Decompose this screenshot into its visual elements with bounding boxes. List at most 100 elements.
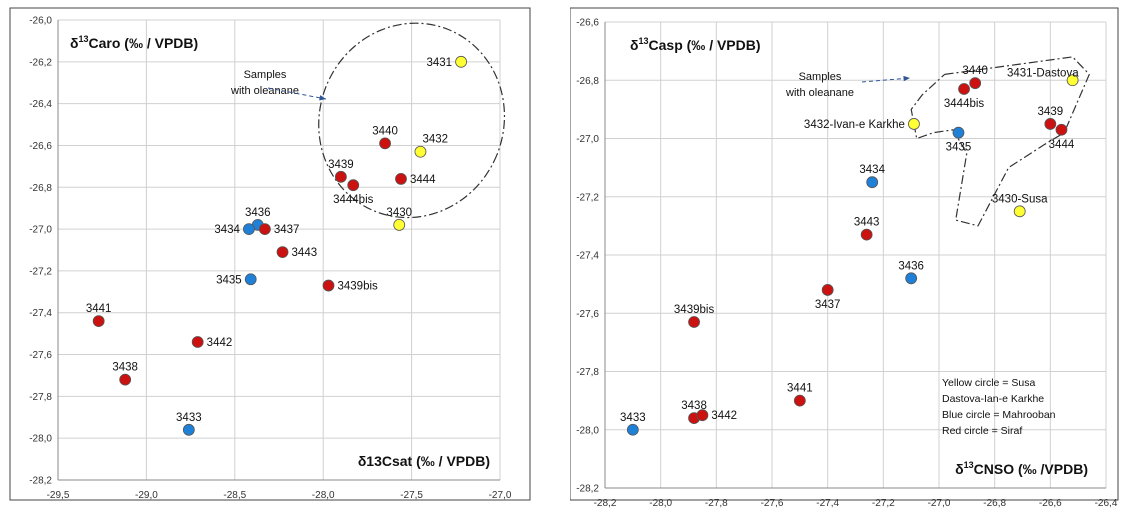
data-point-label: 3440 [962,65,988,77]
data-point-label: 3434 [214,224,240,236]
x-tick-label: -28,0 [649,498,672,509]
data-point-label: 3432-Ivan-e Karkhe [804,119,905,131]
legend-line: Yellow circle = Susa [942,377,1035,389]
x-tick-label: -28,5 [223,490,246,501]
y-tick-label: -27,8 [29,392,52,403]
data-point [92,315,105,327]
data-point-label: 3431 [427,57,453,69]
annotation-arrowhead [319,95,326,101]
oleanane-annotation-line: Samples [799,71,842,83]
annotation-arrowhead [903,75,910,82]
data-point-label: 3443 [854,217,880,229]
x-tick-label: -27,4 [816,498,839,509]
data-point-label: 3439bis [338,281,379,293]
data-point-label: 3433 [620,412,646,424]
y-axis-title-sup: 13 [79,34,89,44]
data-point [395,173,407,185]
y-tick-label: -26,0 [29,16,52,27]
y-tick-label: -27,6 [29,350,52,361]
data-point-label: 3437 [815,299,841,311]
data-point-label: 3439 [1038,106,1064,118]
data-point-label: 3433 [176,412,202,424]
x-tick-label: -26,8 [983,498,1006,509]
y-tick-label: -26,6 [576,18,599,29]
legend-line: Dastova-Ian-e Karkhe [942,393,1044,405]
x-tick-label: -28,2 [594,498,617,509]
data-point-label: 3442 [207,337,233,349]
y-tick-label: -26,4 [29,99,52,110]
y-tick-label: -27,4 [29,308,52,319]
data-point [626,423,639,436]
y-tick-label: -27,0 [29,225,52,236]
y-axis-title-post: Casp (‰ / VPDB) [649,37,761,53]
data-point-label: 3430-Susa [992,193,1048,205]
x-tick-label: -27,0 [928,498,951,509]
right-chart: -26,6 -26,8 -27,0 -27,2 -27,4 -27,6 -27,8 -28,0… [569,0,1122,509]
data-point-label: 3436 [245,207,271,219]
x-axis-title: δ13Csat (‰ / VPDB) [358,453,490,469]
data-point [243,223,255,235]
data-point-label: 3434 [859,164,885,176]
data-point [258,223,271,235]
annotation-arrow [267,87,327,100]
data-point [860,228,873,241]
data-point [393,219,406,231]
data-point-label: 3444 [410,174,436,186]
data-point-label: 3438 [681,400,707,412]
x-tick-label: -26,6 [1039,498,1062,509]
data-point-label: 3441 [86,303,112,315]
data-point [322,279,335,292]
data-point-label: 3440 [372,125,398,137]
annotation-arrow [861,77,911,83]
data-point [191,336,204,348]
x-tick-label: -27,8 [705,498,728,509]
y-tick-label: -27,6 [576,309,599,320]
x-tick-label: -28,0 [312,490,335,501]
left-chart-svg: -26,0 -26,2 -26,4 -26,6 -26,8 -27,0 -27,2 -27,4… [9,7,531,501]
x-axis-title-sup: 13 [964,460,974,470]
data-point-label: 3444 [1049,139,1075,151]
y-tick-label: -26,6 [29,141,52,152]
data-point-label: 3431-Dastova [1007,67,1079,79]
left-chart: -26,0 -26,2 -26,4 -26,6 -26,8 -27,0 -27,2 -27,4… [0,0,545,509]
data-point [866,176,879,189]
x-tick-label: -27,5 [400,490,423,501]
oleanane-annotation-line: Samples [244,69,287,81]
oleanane-annotation-line: with oleanane [785,87,854,99]
data-point [688,316,700,328]
right-chart-svg: -26,6 -26,8 -27,0 -27,2 -27,4 -27,6 -27,8 -28,0… [569,7,1119,509]
data-point-label: 3439 [328,159,354,171]
data-point [347,179,360,192]
y-axis-title: δ13Caro (‰ / VPDB) [70,34,198,51]
legend-line: Red circle = Siraf [942,425,1022,437]
y-tick-label: -27,0 [576,134,599,145]
data-point [455,55,468,68]
data-point [1013,205,1026,218]
data-point-label: 3442 [711,410,737,422]
legend-line: Blue circle = Mahrooban [942,409,1056,421]
y-tick-label: -28,2 [576,484,599,495]
x-tick-label: -26,4 [1095,498,1118,509]
x-tick-label: -27,6 [761,498,784,509]
data-point [119,373,132,386]
x-axis-title: δ13CNSO (‰ /VPDB) [955,460,1088,477]
y-tick-label: -26,8 [576,76,599,87]
data-point [793,394,806,407]
y-tick-label: -28,2 [29,476,52,487]
y-axis-title-pre: δ [70,35,79,51]
chart-frame [569,7,1119,501]
data-point [1066,74,1079,87]
y-tick-label: -27,2 [29,266,52,277]
data-point [182,423,195,436]
x-tick-label: -27,2 [872,498,895,509]
data-point-label: 3437 [274,224,300,236]
data-point [1055,123,1068,136]
data-point-label: 3430 [386,207,412,219]
data-point [908,118,920,130]
data-point [821,284,834,296]
data-point-label: 3444bis [333,194,374,206]
data-point-label: 3441 [787,383,813,395]
data-point [379,137,391,150]
data-point [696,409,709,422]
x-axis-title-pre: δ [955,461,964,477]
